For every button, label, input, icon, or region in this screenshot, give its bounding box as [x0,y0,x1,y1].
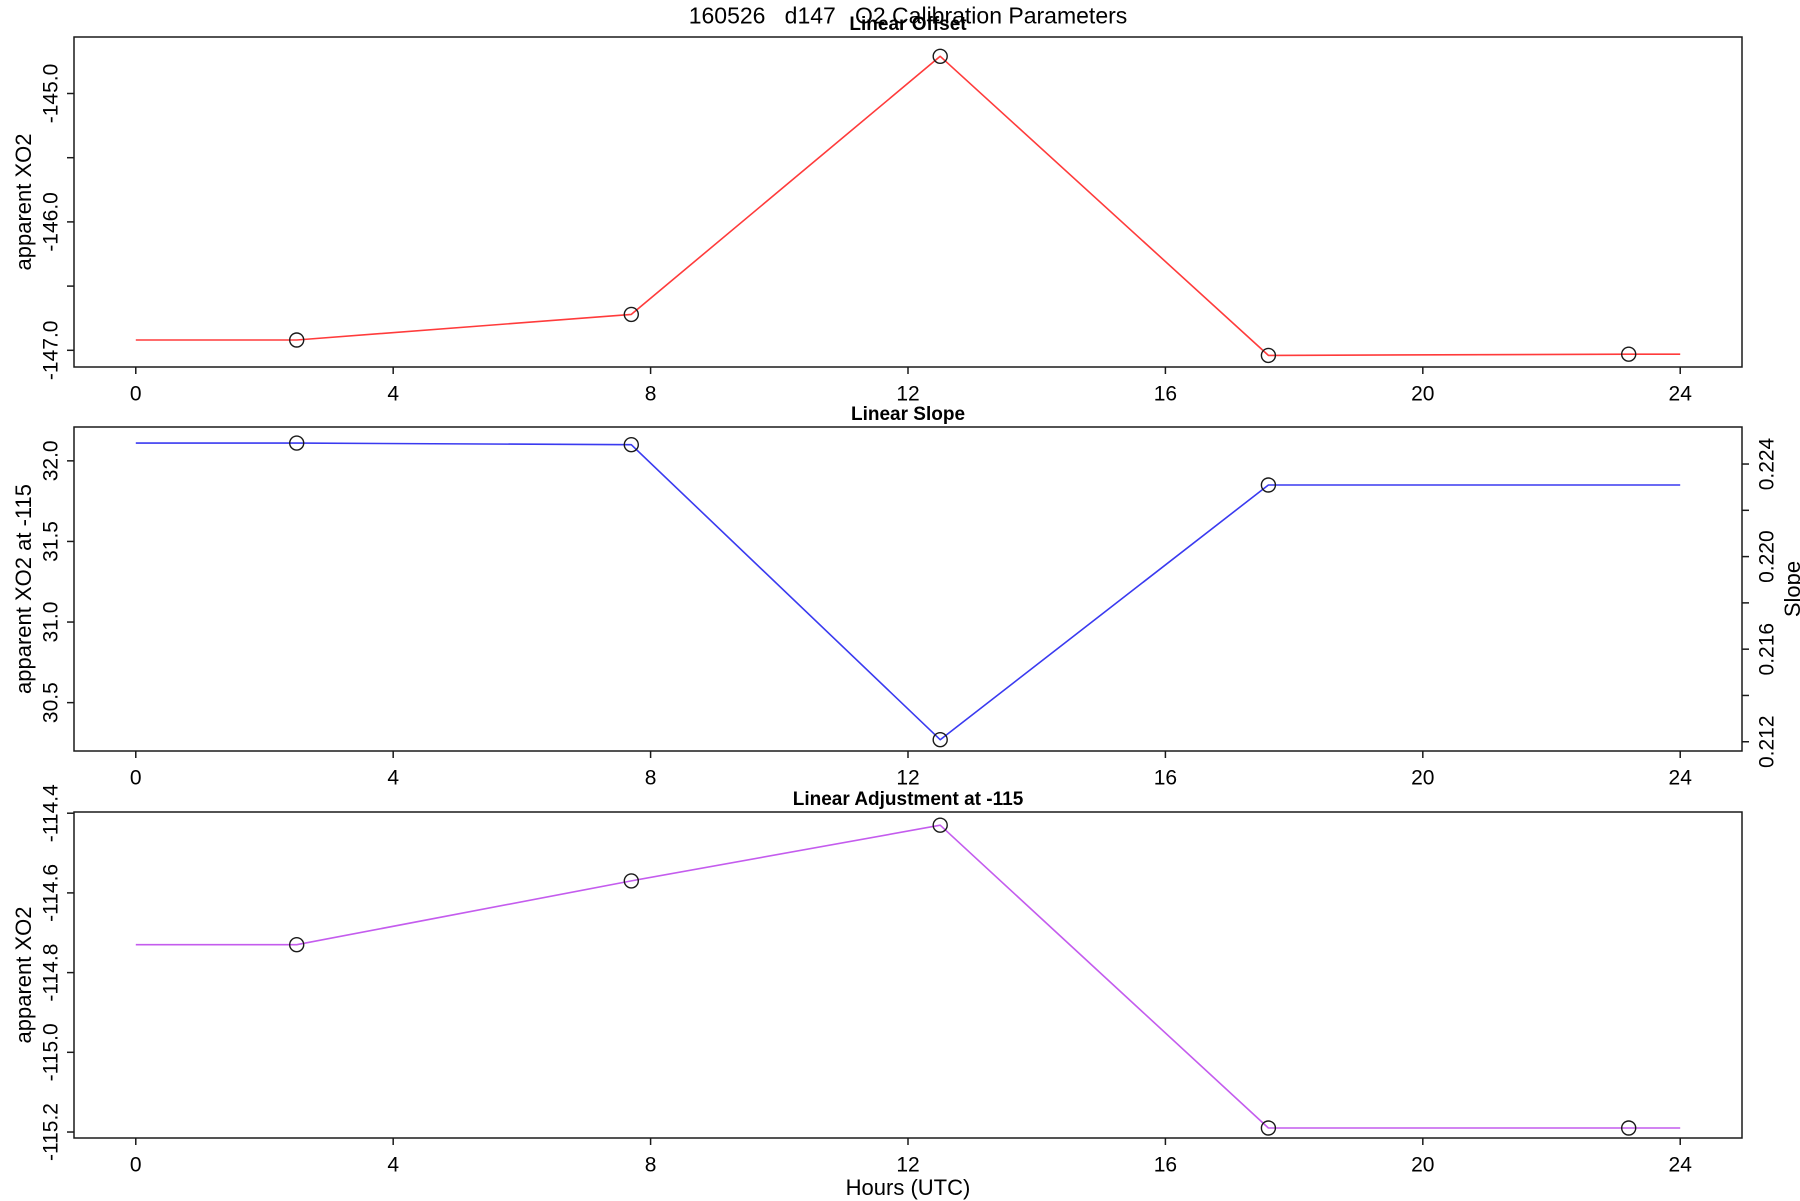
x-tick-label: 0 [130,766,142,789]
right-y-tick-label: 0.216 [1755,623,1778,676]
x-tick-label: 24 [1669,382,1693,405]
y-tick-label: 32.0 [39,440,62,481]
panel-1: 0 4 8 12 16 20 24 -145.0 -146.0 -147.0 [39,36,1743,405]
x-tick-label: 8 [645,382,657,405]
x-tick-label: 12 [896,382,919,405]
panel-title-linear-offset: Linear Offset [849,14,967,35]
data-point-marker [932,732,948,748]
y-tick-label: -115.2 [39,1103,62,1161]
x-tick-label: 20 [1411,1153,1434,1176]
y-tick-label: 30.5 [39,682,62,723]
series-line [135,824,1681,1129]
panel-box [73,426,1743,752]
y-tick-label: -147.0 [39,321,62,381]
y-axis-label-panel3: apparent XO2 [11,906,36,1044]
figure-title: 160526 d147 O2 Calibration Parameters [688,2,1128,29]
panel-2: 0 4 8 12 16 20 24 32.0 31.5 31.0 30.5 0.224 0.220 0.2… [39,426,1778,789]
x-axis-label: Hours (UTC) [845,1175,971,1200]
y-tick-label: -114.4 [39,784,62,842]
data-point-marker [289,435,305,451]
panel-title-linear-adjustment: Linear Adjustment at -115 [792,789,1024,810]
data-point-marker [289,332,305,348]
right-y-tick-label: 0.220 [1755,530,1778,583]
y-tick-label: -114.8 [39,944,62,1002]
x-tick-label: 0 [130,382,142,405]
y-tick-label: 31.0 [39,602,62,643]
data-point-marker [1260,1120,1277,1136]
x-tick-label: 4 [387,1153,399,1176]
y-tick-label: 31.5 [39,521,62,562]
x-tick-label: 8 [645,766,657,789]
data-point-marker [289,937,305,953]
data-point-marker [1620,346,1637,362]
panel-3: 0 4 8 12 16 20 24 -114.4 -114.6 -114.8 -115.0 -115.… [39,784,1743,1176]
data-point-marker [623,873,639,889]
panel-box [73,811,1743,1139]
data-point-marker [932,817,948,833]
y-axis-label-right-slope: Slope [1780,560,1800,618]
series-line [135,442,1681,741]
right-y-tick-label: 0.224 [1755,437,1778,490]
x-tick-label: 0 [130,1153,142,1176]
x-tick-label: 4 [387,382,399,405]
data-point-marker [932,48,948,64]
panel-box [73,36,1743,368]
data-point-marker [623,306,639,323]
x-tick-label: 16 [1154,382,1177,405]
data-point-marker [623,437,639,453]
x-tick-label: 12 [896,766,919,789]
y-tick-label: -145.0 [39,64,62,124]
y-tick-label: -146.0 [39,192,62,252]
x-tick-label: 16 [1154,766,1177,789]
y-axis-label-panel1: apparent XO2 [11,133,36,271]
data-point-marker [1620,1120,1637,1136]
data-point-marker [1260,347,1277,364]
x-tick-label: 20 [1411,382,1434,405]
panel-title-linear-slope: Linear Slope [850,404,966,425]
y-tick-label: -115.0 [39,1023,62,1081]
x-tick-label: 20 [1411,766,1434,789]
x-tick-label: 12 [896,1153,919,1176]
right-y-tick-label: 0.212 [1755,715,1778,768]
series-line [135,55,1681,357]
y-tick-label: -114.6 [39,864,62,922]
data-point-marker [1260,477,1277,493]
x-tick-label: 4 [387,766,399,789]
x-tick-label: 24 [1669,766,1693,789]
x-tick-label: 24 [1669,1153,1693,1176]
x-tick-label: 8 [645,1153,657,1176]
x-tick-label: 16 [1154,1153,1177,1176]
y-axis-label-panel2: apparent XO2 at -115 [11,484,36,694]
